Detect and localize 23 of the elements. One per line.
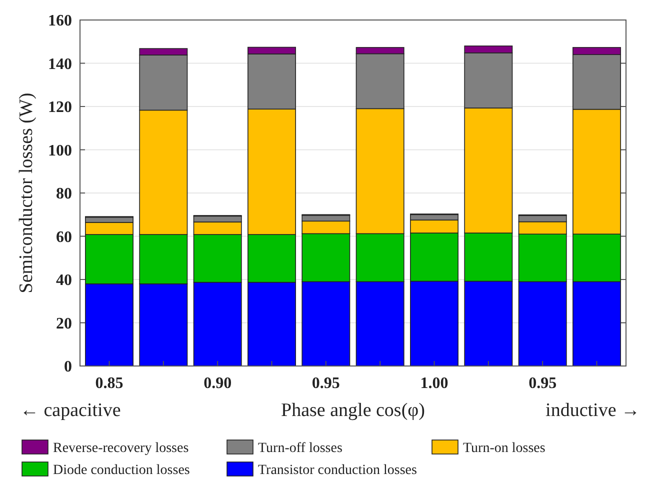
x-tick-label: 0.95 <box>528 375 557 392</box>
y-axis-title: Semiconductor losses (W) <box>16 92 37 294</box>
x-tick-label: 1.00 <box>420 375 448 392</box>
legend-label: Transistor conduction losses <box>258 462 417 478</box>
text: inductive → <box>546 400 640 421</box>
y-tick-label: 100 <box>48 142 72 160</box>
y-tick-label: 120 <box>48 99 72 116</box>
text: ← capacitive <box>20 400 121 421</box>
x-axis-title: Phase angle cos(φ) <box>281 400 425 421</box>
y-tick-label: 20 <box>56 315 72 332</box>
legend-label: Diode conduction losses <box>53 462 190 478</box>
x-tick-label: 0.90 <box>204 375 232 392</box>
y-tick-label: 60 <box>56 228 72 246</box>
legend-label: Reverse-recovery losses <box>53 440 189 456</box>
y-tick-label: 80 <box>56 186 72 203</box>
x-tick-label: 0.95 <box>312 375 340 392</box>
legend-label: Turn-off losses <box>258 440 342 456</box>
legend-label: Turn-on losses <box>463 440 546 456</box>
y-tick-label: 40 <box>56 272 72 290</box>
x-tick-label: 0.85 <box>95 375 124 392</box>
y-tick-label: 0 <box>64 358 72 376</box>
y-tick-label: 160 <box>48 12 72 30</box>
y-tick-label: 140 <box>48 56 72 73</box>
